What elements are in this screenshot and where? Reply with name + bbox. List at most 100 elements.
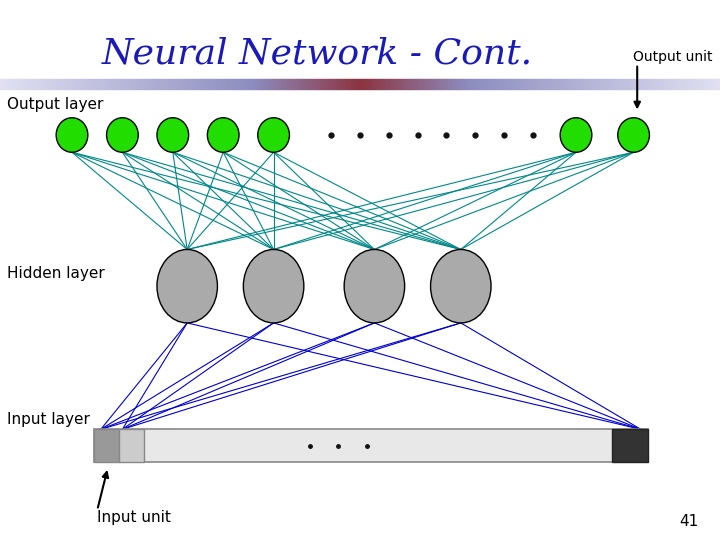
Bar: [81, 79, 83, 89]
Bar: [276, 79, 278, 89]
Bar: [271, 79, 272, 89]
Bar: [657, 79, 659, 89]
Bar: [670, 79, 671, 89]
Bar: [350, 79, 352, 89]
Bar: [101, 79, 103, 89]
Bar: [641, 79, 642, 89]
Bar: [199, 79, 200, 89]
Bar: [17, 79, 18, 89]
Bar: [177, 79, 179, 89]
Bar: [145, 79, 146, 89]
Bar: [655, 79, 657, 89]
Bar: [60, 79, 61, 89]
Bar: [605, 79, 606, 89]
Bar: [35, 79, 36, 89]
Bar: [274, 79, 276, 89]
Bar: [673, 79, 675, 89]
Bar: [13, 79, 14, 89]
Bar: [608, 79, 610, 89]
Bar: [97, 79, 99, 89]
Bar: [390, 79, 392, 89]
Bar: [163, 79, 164, 89]
Bar: [637, 79, 639, 89]
Bar: [528, 79, 531, 89]
Bar: [623, 79, 624, 89]
Bar: [485, 79, 487, 89]
Bar: [166, 79, 168, 89]
Bar: [224, 79, 225, 89]
Bar: [471, 79, 473, 89]
Bar: [321, 79, 323, 89]
Bar: [253, 79, 254, 89]
Bar: [242, 79, 243, 89]
Bar: [366, 79, 368, 89]
Bar: [477, 79, 478, 89]
Bar: [644, 79, 646, 89]
Bar: [411, 79, 413, 89]
Bar: [133, 79, 135, 89]
Bar: [664, 79, 666, 89]
Bar: [42, 79, 43, 89]
Bar: [379, 79, 381, 89]
Bar: [258, 79, 260, 89]
Bar: [89, 79, 90, 89]
Bar: [110, 79, 112, 89]
Bar: [233, 79, 235, 89]
Bar: [31, 79, 32, 89]
Bar: [453, 79, 455, 89]
Bar: [343, 79, 345, 89]
Bar: [29, 79, 31, 89]
Text: Output layer: Output layer: [7, 97, 104, 112]
Bar: [218, 79, 220, 89]
Bar: [0, 79, 2, 89]
Bar: [469, 79, 471, 89]
Bar: [448, 79, 449, 89]
Bar: [500, 79, 502, 89]
Bar: [345, 79, 346, 89]
Bar: [303, 79, 305, 89]
Bar: [193, 79, 195, 89]
Bar: [709, 79, 711, 89]
Bar: [718, 79, 720, 89]
Bar: [374, 79, 375, 89]
Bar: [78, 79, 79, 89]
Bar: [294, 79, 296, 89]
Bar: [130, 79, 132, 89]
Bar: [83, 79, 85, 89]
Bar: [639, 79, 641, 89]
Bar: [595, 79, 598, 89]
Bar: [437, 79, 438, 89]
Bar: [575, 79, 577, 89]
Bar: [348, 79, 350, 89]
Bar: [413, 79, 415, 89]
Bar: [267, 79, 269, 89]
Bar: [157, 79, 159, 89]
Bar: [332, 79, 334, 89]
Bar: [346, 79, 348, 89]
Bar: [40, 79, 42, 89]
Bar: [119, 429, 144, 462]
Bar: [54, 79, 56, 89]
Bar: [601, 79, 603, 89]
Bar: [341, 79, 343, 89]
Bar: [334, 79, 336, 89]
Bar: [251, 79, 253, 89]
Bar: [94, 429, 648, 462]
Bar: [148, 79, 150, 89]
Bar: [574, 79, 575, 89]
Ellipse shape: [157, 249, 217, 323]
Bar: [7, 79, 9, 89]
Bar: [702, 79, 703, 89]
Bar: [556, 79, 557, 89]
Bar: [696, 79, 698, 89]
Bar: [85, 79, 86, 89]
Bar: [406, 79, 408, 89]
Bar: [269, 79, 271, 89]
Bar: [152, 79, 153, 89]
Bar: [264, 79, 265, 89]
Text: Output unit: Output unit: [634, 50, 713, 64]
Bar: [18, 79, 20, 89]
Bar: [168, 79, 170, 89]
Bar: [456, 79, 459, 89]
Bar: [4, 79, 6, 89]
